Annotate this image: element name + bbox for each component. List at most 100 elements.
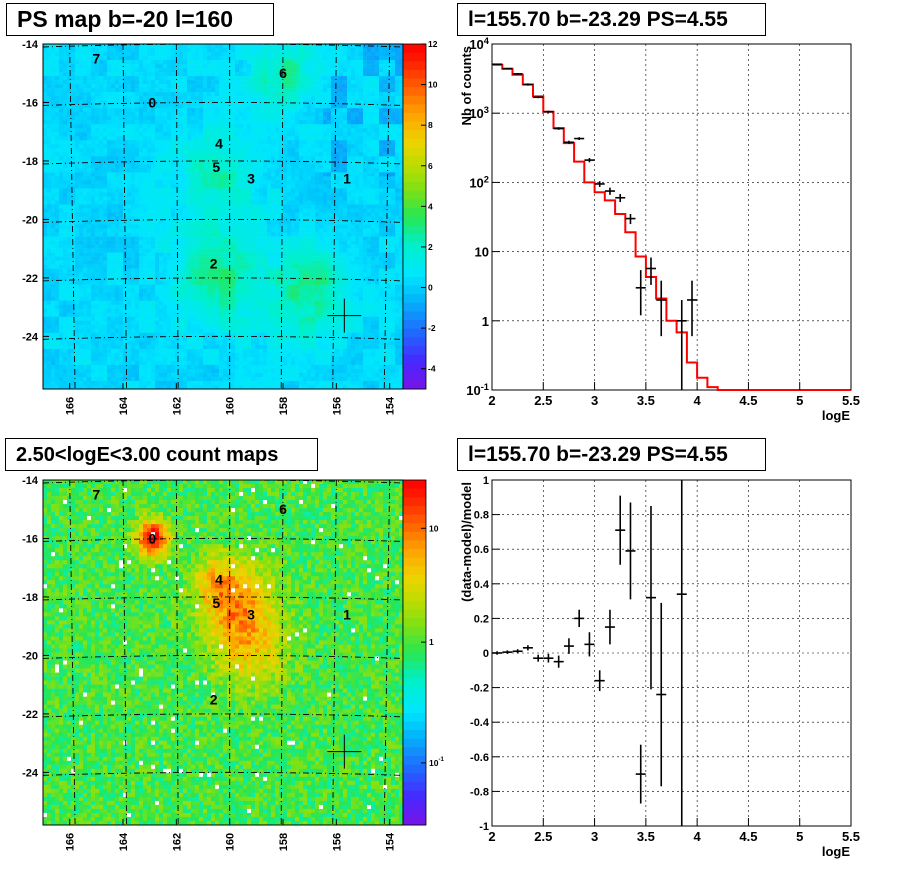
color-bar-frame: [402, 479, 427, 826]
color-bar-band: [403, 345, 426, 355]
heatmap-cells: [43, 44, 404, 390]
color-bar-band: [403, 557, 426, 567]
color-bar: [403, 44, 426, 390]
x-tick-label: 4: [694, 829, 702, 844]
color-bar-band: [403, 781, 426, 791]
color-bar-band: [403, 311, 426, 321]
source-label: 6: [279, 65, 287, 81]
grid-line-longitude: [175, 43, 179, 390]
color-bar-band: [403, 549, 426, 559]
color-bar-band: [403, 704, 426, 714]
color-bar-band: [403, 259, 426, 269]
color-bar-band: [403, 721, 426, 731]
color-bar-band: [403, 505, 426, 515]
source-label: 2: [210, 691, 218, 707]
color-bar-band: [403, 678, 426, 688]
z-tick-label: 8: [428, 120, 433, 130]
y-tick-label: 10: [475, 245, 489, 260]
y-tick-label: -0.8: [470, 786, 489, 798]
x-tick-label: 166: [65, 397, 77, 415]
y-axis-label: Nb of counts: [459, 46, 474, 125]
color-bar-band: [403, 156, 426, 166]
color-bar-band: [403, 669, 426, 679]
color-bar-band: [403, 190, 426, 200]
x-axis-label: logE: [822, 844, 850, 859]
model-histogram: [492, 63, 851, 391]
z-tick-label: 10-1: [429, 756, 445, 768]
color-bar-band: [403, 328, 426, 338]
grid-line-longitude: [383, 479, 391, 826]
color-bar-band: [403, 764, 426, 774]
y-axis-label: (data-model)/model: [459, 482, 474, 602]
x-tick-label: 3.5: [637, 829, 655, 844]
color-bar-band: [403, 233, 426, 243]
grid-line-longitude: [175, 479, 179, 826]
color-bar-band: [403, 121, 426, 131]
color-bar-band: [403, 87, 426, 97]
grid: [492, 44, 851, 390]
y-tick-label: -0.2: [470, 683, 489, 695]
y-tick-label: -24: [22, 767, 39, 779]
grid-line-latitude: [42, 771, 404, 776]
color-bar-band: [403, 592, 426, 602]
color-bar-band: [403, 730, 426, 740]
color-bar-band: [403, 320, 426, 330]
color-bar-band: [403, 540, 426, 550]
z-tick-label: 1: [429, 637, 434, 647]
color-bar-band: [403, 294, 426, 304]
grid-line-latitude: [42, 335, 404, 340]
grid-line-longitude: [332, 43, 337, 390]
color-bar-band: [403, 531, 426, 541]
y-tick-label: -20: [22, 650, 38, 662]
color-bar-band: [403, 78, 426, 88]
grid-line-latitude: [42, 102, 404, 106]
color-bar-band: [403, 285, 426, 295]
grid-line-latitude: [42, 218, 404, 223]
y-tick-label: -0.6: [470, 752, 489, 764]
grid-line-latitude: [42, 43, 404, 48]
color-bar-band: [403, 816, 426, 826]
y-tick-label: -16: [22, 533, 38, 545]
spectrum-title: l=155.70 b=-23.29 PS=4.55: [457, 3, 766, 36]
color-bar-band: [403, 95, 426, 105]
x-tick-label: 160: [225, 833, 237, 851]
color-bar-band: [403, 566, 426, 576]
color-bar-band: [403, 337, 426, 347]
y-tick-label: 102: [469, 174, 489, 190]
source-label: 3: [247, 606, 255, 622]
source-label: 1: [343, 606, 351, 622]
color-bar-band: [403, 216, 426, 226]
source-label: 7: [92, 487, 100, 503]
y-tick-label: 104: [469, 36, 489, 52]
y-tick-label: -14: [22, 39, 39, 51]
grid-line-latitude: [42, 160, 404, 165]
y-tick-label: 1: [482, 314, 489, 329]
color-bar-band: [403, 661, 426, 671]
grid-line-longitude: [122, 479, 128, 826]
y-tick-label: -0.4: [470, 717, 490, 729]
x-tick-label: 3: [591, 393, 598, 408]
y-tick-label: 0.8: [474, 510, 489, 522]
x-tick-label: 5.5: [842, 393, 860, 408]
color-bar-band: [403, 138, 426, 148]
x-tick-label: 4.5: [739, 829, 757, 844]
y-tick-label: 103: [469, 105, 489, 121]
color-bar-band: [403, 618, 426, 628]
ps-map-title: PS map b=-20 l=160: [6, 3, 274, 36]
color-bar-band: [403, 164, 426, 174]
x-tick-label: 2.5: [534, 829, 552, 844]
grid-line-longitude: [69, 43, 76, 390]
grid-line-latitude: [42, 596, 404, 601]
color-bar-band: [403, 113, 426, 123]
residual-title: l=155.70 b=-23.29 PS=4.55: [457, 438, 766, 471]
color-bar-band: [403, 104, 426, 114]
z-tick-label: 4: [428, 201, 433, 211]
source-label: 4: [215, 135, 223, 151]
y-tick-label: -24: [22, 331, 39, 343]
color-bar-band: [403, 363, 426, 373]
x-tick-label: 5: [796, 829, 803, 844]
color-bar-band: [403, 738, 426, 748]
x-tick-label: 156: [331, 397, 343, 415]
